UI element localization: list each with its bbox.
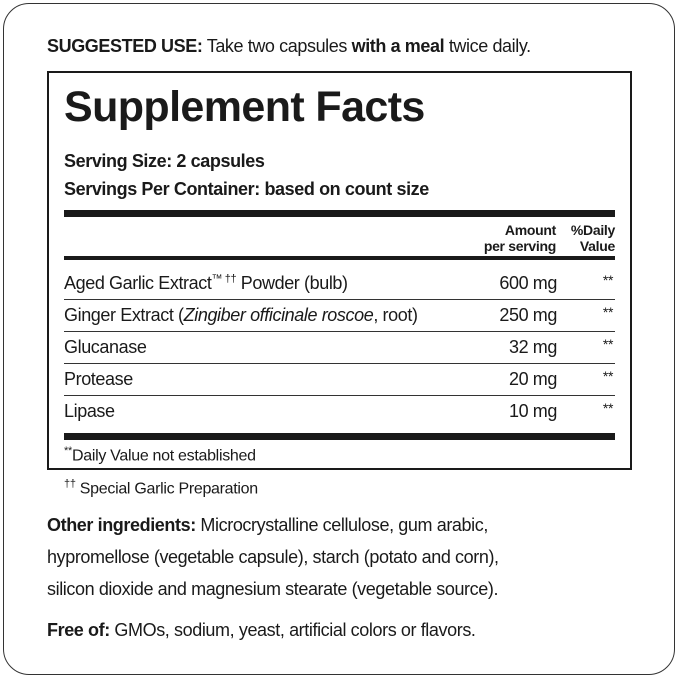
table-row: Protease 20 mg ** — [64, 364, 615, 396]
other-ingredients-line2: hypromellose (vegetable capsule), starch… — [47, 547, 499, 567]
garlic-footnote: †† Special Garlic Preparation — [64, 478, 258, 498]
table-row: Glucanase 32 mg ** — [64, 332, 615, 364]
other-ingredients-line3: silicon dioxide and magnesium stearate (… — [47, 579, 499, 599]
table-row: Aged Garlic Extract™ †† Powder (bulb) 60… — [64, 268, 615, 300]
supplement-facts-panel: Supplement Facts Serving Size: 2 capsule… — [47, 71, 632, 470]
facts-title: Supplement Facts — [64, 83, 425, 131]
other-ingredients: Other ingredients: Microcrystalline cell… — [47, 515, 488, 535]
daily-value-footnote: **Daily Value not established — [64, 445, 256, 465]
free-of: Free of: GMOs, sodium, yeast, artificial… — [47, 620, 476, 640]
divider-thick — [64, 433, 615, 440]
header-daily-value: %Daily Value — [570, 222, 615, 254]
table-row: Ginger Extract (Zingiber officinale rosc… — [64, 300, 615, 332]
serving-size: Serving Size: 2 capsules — [64, 151, 265, 171]
suggested-use: SUGGESTED USE: Take two capsules with a … — [47, 36, 531, 56]
divider-thick — [64, 210, 615, 217]
label-border — [3, 3, 675, 675]
servings-per-container: Servings Per Container: based on count s… — [64, 179, 429, 199]
header-amount: Amount per serving — [483, 222, 556, 254]
divider-medium — [64, 256, 615, 260]
table-row: Lipase 10 mg ** — [64, 400, 613, 421]
